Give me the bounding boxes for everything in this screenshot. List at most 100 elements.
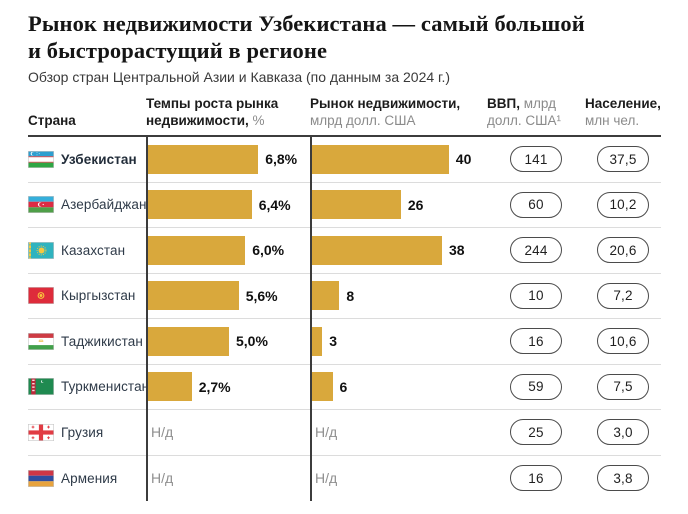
column-header-country: Страна <box>28 113 76 128</box>
value-bar <box>312 235 442 265</box>
growth-rate-cell: 6,0% <box>146 228 310 273</box>
table-row: Туркменистан 2,7% 6 59 7,5 <box>28 365 661 410</box>
population-value-pill: 3,0 <box>597 419 649 446</box>
country-name: Грузия <box>61 424 104 440</box>
country-name: Армения <box>61 470 118 486</box>
no-data-label: Н/д <box>315 424 338 441</box>
table-row: Азербайджан 6,4% 26 60 10,2 <box>28 183 661 228</box>
column-unit: млрд долл. США¹ <box>487 96 561 128</box>
population-value-pill: 20,6 <box>597 237 649 264</box>
table-header-row: Страна Темпы роста рынка недвижимости, %… <box>28 95 661 137</box>
column-header-market: Рынок недвижимости, млрд долл. США <box>310 96 461 128</box>
country-name: Туркменистан <box>61 379 150 395</box>
country-cell: Кыргызстан <box>28 274 146 319</box>
growth-rate-cell: 2,7% <box>146 365 310 410</box>
bar-value-label: 26 <box>407 196 424 213</box>
page-subtitle: Обзор стран Центральной Азии и Кавказа (… <box>28 69 451 85</box>
table-row: Казахстан 6,0% 38 244 20,6 <box>28 228 661 274</box>
market-axis-line <box>310 137 312 501</box>
country-name: Таджикистан <box>61 333 143 349</box>
population-cell: 3,8 <box>585 456 661 502</box>
column-unit: % <box>252 113 265 128</box>
value-bar <box>312 326 323 356</box>
market-size-cell: 40 <box>310 137 487 182</box>
country-cell: Грузия <box>28 410 146 455</box>
page-title-line2: и быстрорастущий в регионе <box>28 38 328 63</box>
population-value-pill: 10,6 <box>597 328 649 355</box>
flag-azerbaijan-icon <box>28 196 54 214</box>
gdp-cell: 16 <box>487 456 585 502</box>
gdp-value-pill: 59 <box>510 373 562 400</box>
market-size-cell: 6 <box>310 365 487 410</box>
table-row: Грузия Н/д Н/д 25 3,0 <box>28 410 661 456</box>
no-data-label: Н/д <box>151 424 174 441</box>
gdp-value-pill: 141 <box>510 146 562 173</box>
gdp-cell: 16 <box>487 319 585 364</box>
bar-value-label: 40 <box>455 151 472 168</box>
page-title-line1: Рынок недвижимости Узбекистана — самый б… <box>28 11 585 36</box>
table-row: Таджикистан 5,0% 3 16 10,6 <box>28 319 661 365</box>
gdp-cell: 25 <box>487 410 585 455</box>
bar-value-label: 6 <box>339 378 348 395</box>
gdp-cell: 10 <box>487 274 585 319</box>
growth-rate-cell: 6,8% <box>146 137 310 182</box>
flag-kyrgyzstan-icon <box>28 287 54 305</box>
country-cell: Казахстан <box>28 228 146 273</box>
population-value-pill: 37,5 <box>597 146 649 173</box>
flag-uzbekistan-icon <box>28 150 54 168</box>
column-unit: млн чел. <box>585 113 640 128</box>
market-size-cell: 38 <box>310 228 487 273</box>
population-value-pill: 3,8 <box>597 465 649 492</box>
country-name: Азербайджан <box>61 197 147 213</box>
market-size-cell: 3 <box>310 319 487 364</box>
column-unit: млрд долл. США <box>310 113 416 128</box>
bar-value-label: 8 <box>346 287 355 304</box>
country-name: Казахстан <box>61 242 126 258</box>
population-value-pill: 10,2 <box>597 191 649 218</box>
country-name: Узбекистан <box>61 151 137 167</box>
table-row: Узбекистан 6,8% 40 141 37,5 <box>28 137 661 183</box>
market-size-cell: 8 <box>310 274 487 319</box>
value-bar <box>312 190 401 220</box>
population-cell: 10,2 <box>585 183 661 228</box>
value-bar <box>148 326 229 356</box>
bar-value-label: 6,8% <box>265 151 298 168</box>
country-cell: Таджикистан <box>28 319 146 364</box>
population-cell: 20,6 <box>585 228 661 273</box>
table-row: Кыргызстан 5,6% 8 10 7,2 <box>28 274 661 319</box>
population-value-pill: 7,5 <box>597 373 649 400</box>
growth-rate-cell: 6,4% <box>146 183 310 228</box>
flag-turkmenistan-icon <box>28 378 54 396</box>
population-cell: 7,2 <box>585 274 661 319</box>
value-bar <box>148 235 246 265</box>
gdp-value-pill: 16 <box>510 465 562 492</box>
country-name: Кыргызстан <box>61 288 136 304</box>
gdp-value-pill: 25 <box>510 419 562 446</box>
gdp-value-pill: 244 <box>510 237 562 264</box>
growth-rate-cell: Н/д <box>146 456 310 502</box>
gdp-cell: 141 <box>487 137 585 182</box>
flag-tajikistan-icon <box>28 332 54 350</box>
page-title: Рынок недвижимости Узбекистана — самый б… <box>28 10 661 64</box>
gdp-value-pill: 60 <box>510 191 562 218</box>
bar-value-label: 5,0% <box>236 333 268 350</box>
flag-armenia-icon <box>28 469 54 487</box>
table-row: Армения Н/д Н/д 16 3,8 <box>28 456 661 502</box>
growth-rate-cell: Н/д <box>146 410 310 455</box>
bar-value-label: 2,7% <box>198 378 231 395</box>
country-cell: Армения <box>28 456 146 502</box>
growth-rate-cell: 5,0% <box>146 319 310 364</box>
flag-georgia-icon <box>28 423 54 441</box>
header-block: Рынок недвижимости Узбекистана — самый б… <box>0 0 688 86</box>
value-bar <box>312 372 333 402</box>
population-cell: 37,5 <box>585 137 661 182</box>
gdp-cell: 59 <box>487 365 585 410</box>
population-value-pill: 7,2 <box>597 282 649 309</box>
bar-value-label: 6,4% <box>258 196 291 213</box>
gdp-value-pill: 16 <box>510 328 562 355</box>
population-cell: 3,0 <box>585 410 661 455</box>
market-size-cell: Н/д <box>310 456 487 502</box>
value-bar <box>148 190 252 220</box>
value-bar <box>312 281 340 311</box>
